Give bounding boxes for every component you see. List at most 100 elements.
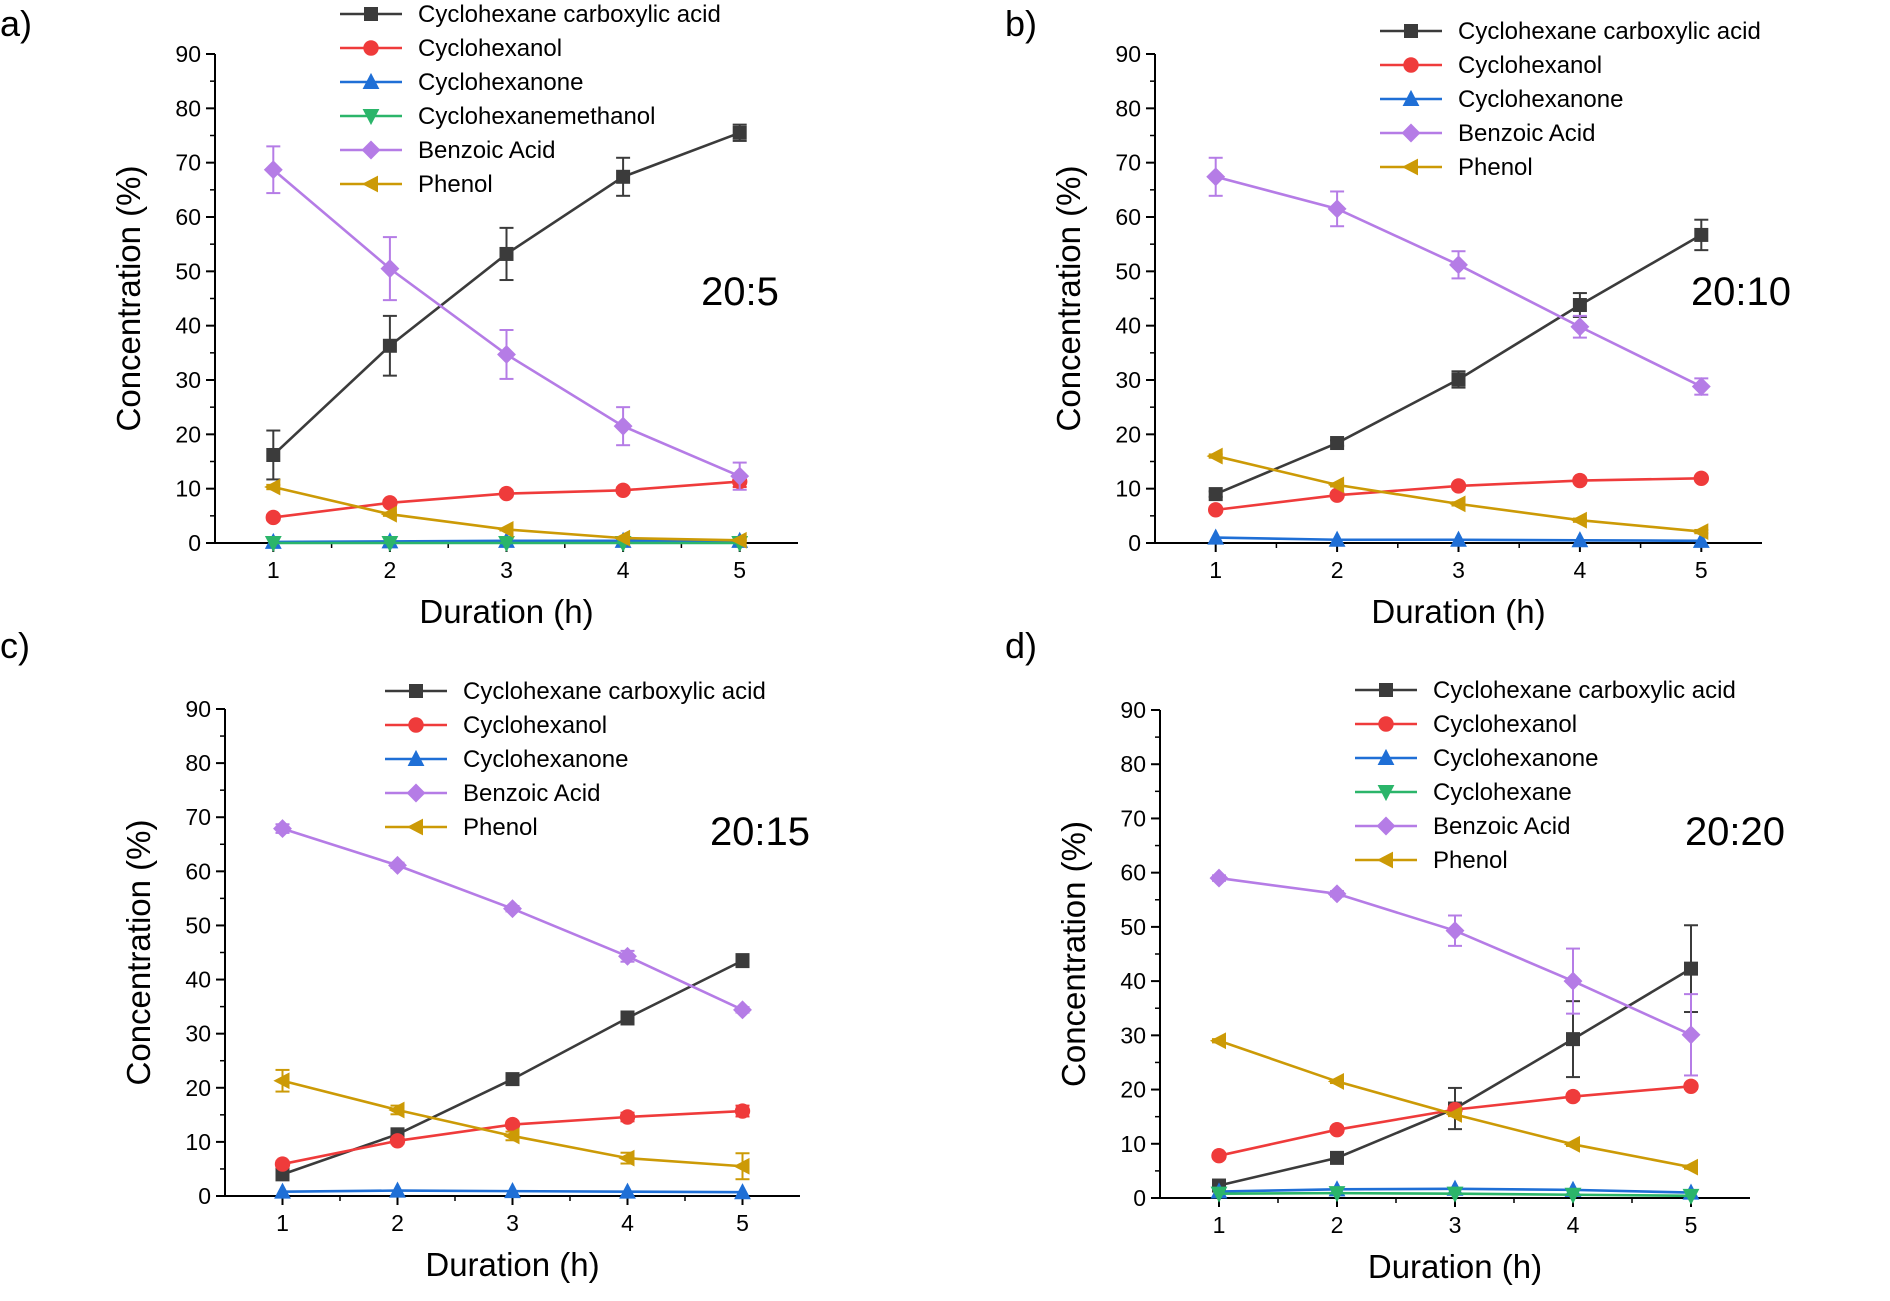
data-point bbox=[1691, 377, 1711, 396]
series-line bbox=[282, 827, 744, 1012]
ratio-label: 20:15 bbox=[710, 810, 810, 854]
data-point bbox=[380, 259, 400, 279]
legend-label: Cyclohexanol bbox=[463, 712, 607, 739]
x-tick-label: 5 bbox=[733, 557, 746, 583]
data-point bbox=[1328, 530, 1346, 547]
data-point bbox=[1450, 530, 1467, 547]
series-cyclohexane-carboxylic-acid bbox=[266, 123, 747, 481]
data-point bbox=[1209, 1032, 1226, 1050]
chart-panel-2: b) 0 10 20 30 40 50 60 70 80 90 1 2 3 4 5 Duration (h) Co… bbox=[1005, 3, 1791, 630]
legend-label: Phenol bbox=[463, 814, 538, 841]
legend-label: Cyclohexanol bbox=[1458, 52, 1602, 79]
legend-label: Cyclohexanone bbox=[418, 69, 583, 96]
data-point bbox=[273, 819, 292, 839]
x-tick-label: 5 bbox=[1685, 1212, 1698, 1238]
legend-marker bbox=[362, 72, 380, 89]
series-line bbox=[282, 959, 744, 1176]
data-point bbox=[389, 1133, 406, 1149]
y-tick-label: 0 bbox=[1128, 530, 1141, 556]
ratio-label: 20:10 bbox=[1691, 270, 1791, 314]
series-phenol bbox=[264, 478, 747, 549]
y-tick-label: 60 bbox=[185, 858, 211, 884]
legend-marker bbox=[364, 7, 378, 21]
y-tick-label: 10 bbox=[1115, 476, 1141, 502]
series-cyclohexane bbox=[1210, 1186, 1700, 1205]
y-tick-label: 70 bbox=[185, 804, 211, 830]
data-point bbox=[1327, 1073, 1344, 1090]
legend: Cyclohexane carboxylic acid Cyclohexanol C… bbox=[1380, 18, 1761, 181]
legend-label: Benzoic Acid bbox=[1458, 120, 1595, 147]
y-tick-label: 50 bbox=[175, 258, 201, 284]
data-point bbox=[619, 1182, 636, 1199]
data-point bbox=[618, 1149, 635, 1167]
x-tick-label: 1 bbox=[267, 557, 280, 583]
y-tick-label: 40 bbox=[185, 967, 211, 993]
legend-marker bbox=[1403, 57, 1419, 73]
data-point bbox=[1450, 478, 1467, 494]
chart-panel-1: a) 0 10 20 30 40 50 60 70 80 90 1 2 3 4 5 Duration (h) Co… bbox=[0, 1, 798, 630]
data-point bbox=[264, 478, 281, 496]
series-line bbox=[272, 131, 741, 456]
data-point bbox=[499, 246, 514, 261]
legend-marker bbox=[1402, 89, 1420, 106]
y-tick-label: 20 bbox=[185, 1075, 211, 1101]
data-point bbox=[1449, 255, 1468, 275]
y-tick-label: 30 bbox=[185, 1021, 211, 1047]
y-tick-label: 50 bbox=[1115, 258, 1141, 284]
legend-marker bbox=[1377, 748, 1395, 765]
data-point bbox=[498, 485, 515, 502]
data-point bbox=[503, 899, 522, 919]
data-point bbox=[1572, 298, 1587, 313]
legend-label: Phenol bbox=[418, 171, 493, 198]
legend-label: Benzoic Acid bbox=[418, 137, 555, 164]
legend-label: Cyclohexane carboxylic acid bbox=[463, 678, 766, 705]
data-point bbox=[735, 953, 750, 968]
data-point bbox=[503, 1127, 520, 1145]
y-tick-label: 30 bbox=[175, 367, 201, 393]
legend: Cyclohexane carboxylic acid Cyclohexanol C… bbox=[385, 678, 766, 841]
y-tick-label: 10 bbox=[185, 1129, 211, 1155]
x-axis-title: Duration (h) bbox=[425, 1246, 599, 1283]
x-tick-label: 5 bbox=[1695, 557, 1708, 583]
series-cyclohexane-carboxylic-acid bbox=[275, 953, 750, 1182]
data-point bbox=[1566, 1032, 1580, 1047]
y-tick-label: 20 bbox=[175, 421, 201, 447]
legend-marker bbox=[406, 783, 426, 803]
data-point bbox=[1449, 495, 1466, 513]
data-point bbox=[613, 416, 633, 436]
data-point bbox=[1570, 511, 1587, 529]
legend-marker bbox=[1378, 716, 1394, 732]
data-point bbox=[381, 536, 399, 553]
data-point bbox=[1207, 528, 1225, 545]
data-point bbox=[504, 1182, 521, 1199]
y-tick-label: 50 bbox=[185, 912, 211, 938]
data-point bbox=[1684, 961, 1698, 976]
data-point bbox=[1572, 472, 1588, 489]
legend-label: Benzoic Acid bbox=[463, 780, 600, 807]
x-tick-label: 4 bbox=[617, 557, 630, 583]
x-tick-label: 5 bbox=[736, 1210, 749, 1236]
y-tick-label: 0 bbox=[188, 530, 201, 556]
x-tick-label: 1 bbox=[276, 1210, 289, 1236]
data-point bbox=[733, 1000, 752, 1020]
legend-marker bbox=[1376, 816, 1396, 836]
data-point bbox=[380, 505, 397, 523]
data-point bbox=[497, 345, 516, 364]
legend-marker bbox=[1404, 24, 1418, 38]
data-point bbox=[1693, 470, 1710, 487]
data-point bbox=[382, 338, 397, 353]
data-point bbox=[1681, 1158, 1698, 1176]
y-tick-label: 90 bbox=[1115, 41, 1141, 67]
y-tick-label: 10 bbox=[175, 476, 201, 502]
data-point bbox=[1681, 1025, 1701, 1045]
y-tick-label: 80 bbox=[1120, 751, 1146, 777]
y-tick-label: 50 bbox=[1120, 914, 1146, 940]
data-point bbox=[1210, 1186, 1228, 1203]
legend: Cyclohexane carboxylic acid Cyclohexanol C… bbox=[340, 1, 721, 198]
series-benzoic-acid bbox=[273, 819, 752, 1020]
x-axis-title: Duration (h) bbox=[1368, 1248, 1542, 1285]
chart-panel-3: c) 0 10 20 30 40 50 60 70 80 90 1 2 3 4 5 Duration (h) Co… bbox=[0, 625, 810, 1283]
data-point bbox=[730, 531, 747, 549]
legend-label: Cyclohexane carboxylic acid bbox=[418, 1, 721, 28]
x-tick-label: 3 bbox=[1452, 557, 1465, 583]
